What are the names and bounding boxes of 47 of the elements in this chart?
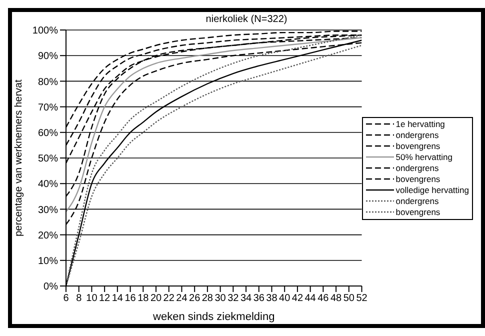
legend-label: ondergrens	[396, 162, 439, 174]
x-tick-label: 36	[253, 293, 265, 304]
legend-label: bovengrens	[396, 206, 440, 218]
y-axis-title: percentage van werknemers hervat	[14, 79, 25, 236]
x-tick-label: 50	[343, 293, 355, 304]
chart-title: nierkoliek (N=322)	[204, 14, 288, 25]
y-tick-label: 0%	[44, 282, 58, 293]
x-tick-label: 34	[240, 293, 252, 304]
x-tick-label: 42	[292, 293, 304, 304]
x-tick-label: 40	[279, 293, 291, 304]
y-tick-label: 80%	[38, 76, 58, 88]
y-tick-label: 10%	[38, 256, 58, 267]
x-tick-label: 30	[214, 293, 226, 304]
y-tick-label: 100%	[32, 26, 58, 37]
x-tick-label: 44	[304, 293, 316, 304]
legend-label: 50% hervatting	[396, 152, 452, 162]
x-tick-label: 22	[163, 293, 175, 304]
y-tick-label: 40%	[38, 179, 58, 190]
legend-label: 1e hervatting	[396, 118, 445, 130]
x-tick-label: 46	[318, 293, 330, 304]
legend-label: volledige hervatting	[396, 184, 469, 196]
x-tick-label: 28	[202, 293, 214, 304]
x-tick-label: 12	[99, 293, 111, 304]
x-tick-label: 8	[76, 293, 82, 304]
legend-label: bovengrens	[396, 174, 440, 184]
x-tick-label: 24	[176, 293, 188, 304]
x-tick-label: 16	[124, 293, 136, 304]
x-tick-label: 20	[150, 293, 162, 304]
x-axis-title: weken sinds ziekmelding	[152, 311, 275, 323]
x-tick-label: 10	[86, 293, 98, 304]
x-tick-label: 38	[266, 293, 278, 304]
y-tick-label: 90%	[38, 51, 58, 62]
y-tick-label: 70%	[38, 102, 58, 114]
x-tick-label: 32	[228, 293, 240, 304]
x-tick-label: 6	[63, 293, 70, 304]
y-tick-label: 20%	[38, 230, 58, 242]
x-tick-label: 26	[189, 293, 201, 304]
x-tick-label: 14	[112, 293, 124, 304]
x-tick-label: 48	[330, 293, 342, 304]
y-tick-label: 50%	[38, 154, 58, 165]
y-tick-label: 60%	[38, 128, 58, 139]
y-tick-label: 30%	[38, 204, 58, 216]
legend-label: ondergrens	[396, 130, 439, 140]
x-tick-label: 52	[356, 293, 368, 304]
legend-label: ondergrens	[396, 196, 439, 206]
legend-label: bovengrens	[396, 140, 440, 152]
x-tick-label: 18	[138, 293, 150, 304]
